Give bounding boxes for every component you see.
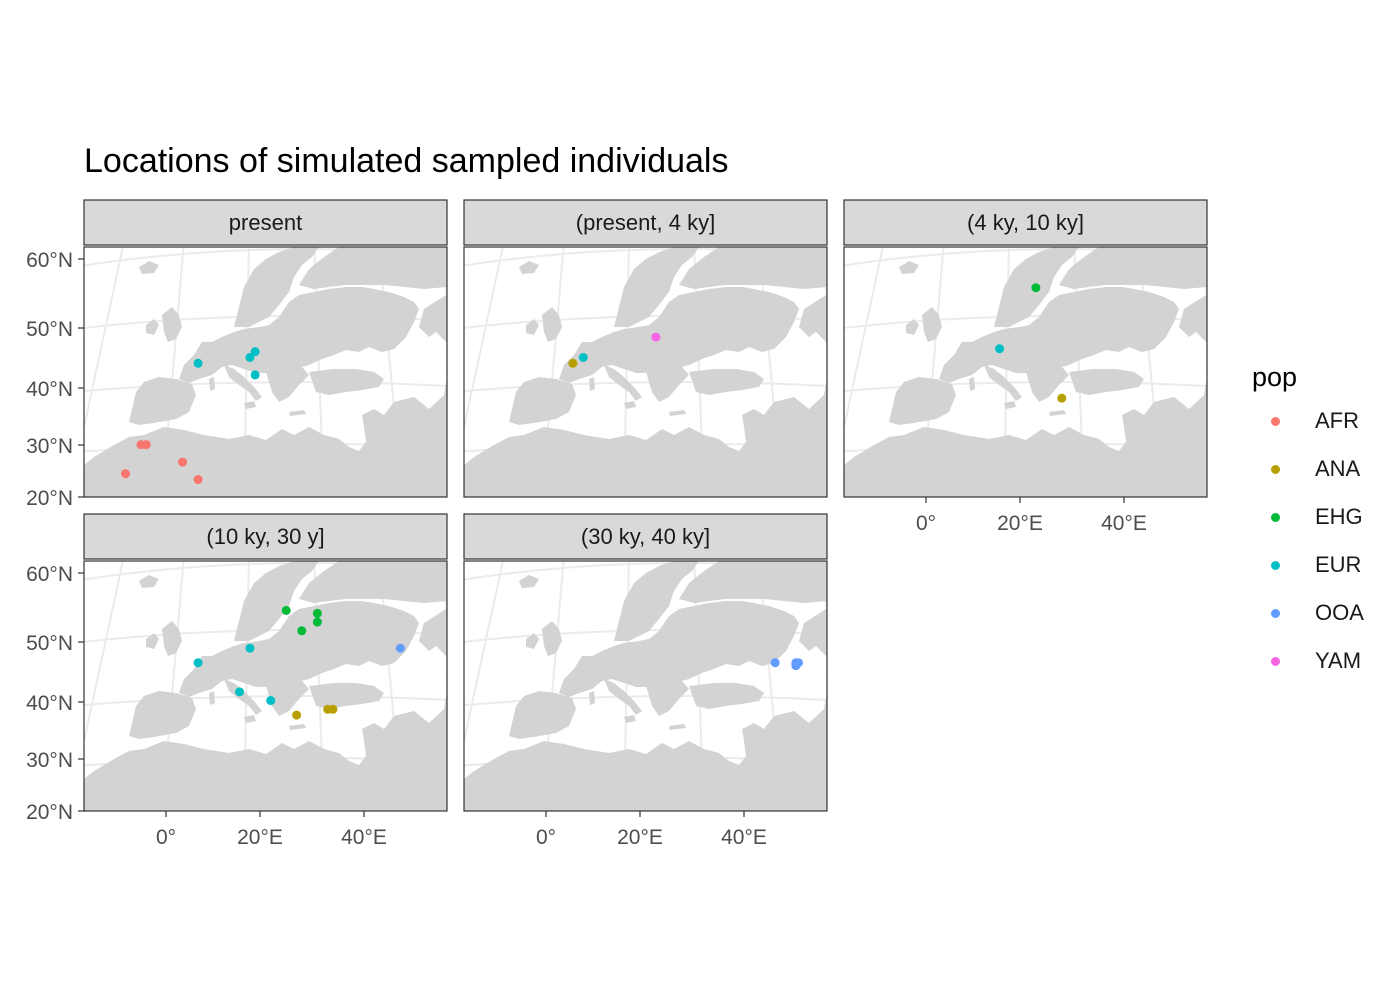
- legend-items: AFR ANA EHG EUR OOA YAM: [1252, 401, 1364, 689]
- sample-point-ooa: [791, 661, 801, 671]
- sample-point-ana: [1057, 393, 1067, 403]
- sample-point-afr: [120, 469, 130, 479]
- sample-point-ehg: [312, 608, 322, 618]
- plot-title: Locations of simulated sampled individua…: [84, 142, 729, 180]
- map-layer: [84, 561, 447, 811]
- map-layer: [464, 561, 827, 811]
- x-tick-label: 40°E: [341, 826, 387, 849]
- panel-border: [463, 560, 828, 812]
- y-tick-label: 30°N: [26, 749, 73, 772]
- sample-point-eur: [245, 352, 255, 362]
- sample-point-ana: [292, 710, 302, 720]
- sample-point-eur: [235, 687, 245, 697]
- y-tick-label: 60°N: [26, 563, 73, 586]
- legend-item-yam: YAM: [1252, 641, 1361, 689]
- x-tick-label: 0°: [536, 826, 556, 849]
- panel-border: [83, 246, 448, 498]
- legend-key-dot: [1271, 417, 1280, 426]
- y-tick-label: 50°N: [26, 318, 73, 341]
- sample-point-eur: [245, 643, 255, 653]
- sample-point-eur: [193, 358, 203, 368]
- facet-strip: [463, 513, 828, 560]
- sample-point-yam: [651, 332, 661, 342]
- facet-strip: [843, 199, 1208, 246]
- legend-title: pop: [1252, 362, 1298, 392]
- x-tick-label: 40°E: [1101, 512, 1147, 535]
- legend-item-ehg: EHG: [1252, 497, 1363, 545]
- y-tick-label: 40°N: [26, 692, 73, 715]
- facet-strip-label: present: [229, 210, 302, 235]
- sample-point-ana: [568, 358, 578, 368]
- map-layer: [844, 247, 1207, 497]
- sample-point-ehg: [1031, 283, 1041, 293]
- sample-point-afr: [141, 440, 151, 450]
- facet-panel: (4 ky, 10 ky] 0° 20°E 40°E: [843, 199, 1208, 535]
- sample-point-eur: [995, 344, 1005, 354]
- y-tick-label: 40°N: [26, 378, 73, 401]
- x-tick-label: 20°E: [237, 826, 283, 849]
- facet-strip-label: (30 ky, 40 ky]: [581, 524, 710, 549]
- facet-strip: [83, 513, 448, 560]
- map-layer: [84, 247, 447, 497]
- panel-border: [83, 560, 448, 812]
- y-tick-label: 30°N: [26, 435, 73, 458]
- facet-strip: [463, 199, 828, 246]
- legend-key-dot: [1271, 657, 1280, 666]
- legend-item-ooa: OOA: [1252, 593, 1364, 641]
- facet-panel: (10 ky, 30 y] 60°N 50°N 40°N 30°N 20°N 0° 20°E 4…: [26, 513, 448, 849]
- legend-label: EUR: [1315, 552, 1362, 577]
- sample-point-ooa: [770, 658, 780, 668]
- facet-strip-label: (4 ky, 10 ky]: [967, 210, 1084, 235]
- map-layer: [464, 247, 827, 497]
- sample-point-ehg: [312, 617, 322, 627]
- sample-point-eur: [193, 658, 203, 668]
- facet-panel: (30 ky, 40 ky] 0° 20°E 40°E: [463, 513, 828, 849]
- x-tick-label: 0°: [916, 512, 936, 535]
- legend: pop AFR ANA EHG EUR OOA YAM: [1252, 362, 1364, 689]
- y-tick-label: 20°N: [26, 487, 73, 510]
- sample-point-eur: [578, 352, 588, 362]
- x-tick-label: 40°E: [721, 826, 767, 849]
- legend-key-dot: [1271, 561, 1280, 570]
- sample-point-eur: [250, 347, 260, 357]
- legend-label: ANA: [1315, 456, 1361, 481]
- x-tick-label: 20°E: [997, 512, 1043, 535]
- legend-item-ana: ANA: [1252, 449, 1360, 497]
- sample-point-eur: [250, 370, 260, 380]
- panel-border: [843, 246, 1208, 498]
- facet-strip-label: (present, 4 ky]: [576, 210, 715, 235]
- sample-point-eur: [266, 696, 276, 706]
- legend-label: OOA: [1315, 600, 1364, 625]
- facet-strip-label: (10 ky, 30 y]: [206, 524, 324, 549]
- sample-point-ehg: [297, 626, 307, 636]
- sample-point-ooa: [395, 643, 405, 653]
- legend-key-dot: [1271, 609, 1280, 618]
- legend-label: EHG: [1315, 504, 1363, 529]
- facet-strip: [83, 199, 448, 246]
- legend-key-dot: [1271, 465, 1280, 474]
- x-tick-label: 20°E: [617, 826, 663, 849]
- x-tick-label: 0°: [156, 826, 176, 849]
- facet-panel: (present, 4 ky]: [463, 199, 828, 498]
- y-tick-label: 20°N: [26, 801, 73, 824]
- facet-panel: present 60°N 50°N 40°N 30°N 20°N: [26, 199, 448, 510]
- y-tick-label: 60°N: [26, 249, 73, 272]
- facet-panels: present 60°N 50°N 40°N 30°N 20°N (present, 4 k…: [26, 199, 1208, 849]
- legend-key-dot: [1271, 513, 1280, 522]
- y-tick-label: 50°N: [26, 632, 73, 655]
- panel-border: [463, 246, 828, 498]
- sample-point-afr: [178, 457, 188, 467]
- legend-item-eur: EUR: [1252, 545, 1361, 593]
- sample-point-afr: [193, 475, 203, 485]
- legend-label: YAM: [1315, 648, 1362, 673]
- sample-point-ehg: [281, 605, 291, 615]
- legend-label: AFR: [1315, 408, 1359, 433]
- sample-point-ana: [328, 704, 338, 714]
- legend-item-afr: AFR: [1252, 401, 1359, 449]
